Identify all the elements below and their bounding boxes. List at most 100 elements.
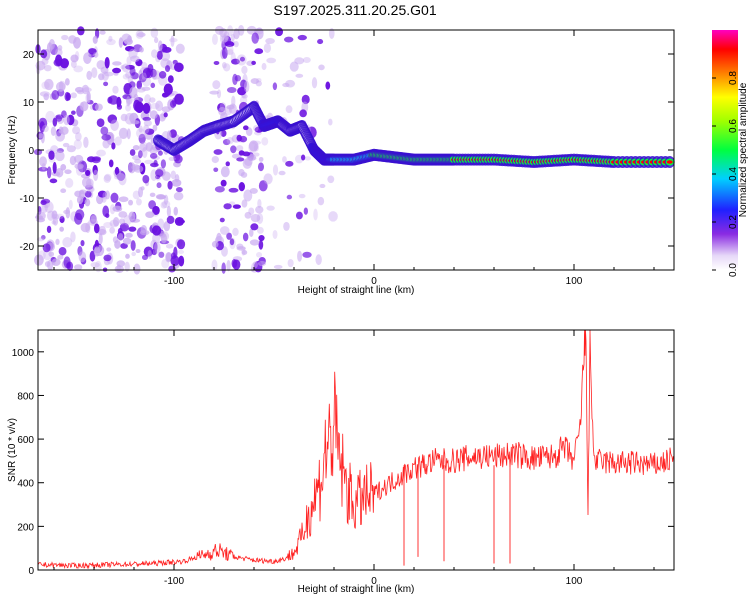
spectrogram-noise-dot <box>285 105 293 114</box>
spectrogram-noise-dot <box>166 130 172 143</box>
spectrogram-noise-dot <box>59 80 66 91</box>
spectrogram-noise-dot <box>214 186 225 193</box>
spectrogram-noise-dot <box>127 162 136 174</box>
spectrogram-noise-dot <box>295 73 304 78</box>
spectrogram-noise-dot <box>150 27 159 38</box>
spectrogram-noise-dot <box>40 200 47 206</box>
spectrogram-noise-dot <box>315 254 322 266</box>
spectrogram-noise-dot <box>48 150 55 160</box>
spectrogram-noise-dot <box>266 205 275 211</box>
spectrogram-noise-dot <box>55 238 60 246</box>
spectrogram-noise-dot <box>120 113 128 122</box>
spectrogram-noise-dot <box>129 149 136 156</box>
spectrogram-noise-dot <box>130 55 140 63</box>
spectrogram-noise-dot <box>65 177 74 188</box>
spectrogram-noise-dot <box>118 37 124 48</box>
spectrogram-noise-dot <box>84 198 91 207</box>
spectrogram-noise-dot <box>175 43 185 54</box>
spectrogram-noise-dot <box>325 81 331 90</box>
spectrogram-noise-dot <box>120 65 126 70</box>
spectrogram-noise-dot <box>119 222 129 232</box>
colorbar-tick-label: 0.8 <box>728 71 739 85</box>
spectrogram-noise-dot <box>46 166 52 179</box>
spectrogram-noise-dot <box>76 195 84 205</box>
spectrogram-noise-dot <box>126 128 131 140</box>
spectrogram-noise-dot <box>221 40 227 50</box>
spectrogram-noise-dot <box>175 187 183 193</box>
spectrogram-noise-dot <box>161 106 171 113</box>
spectrogram-noise-dot <box>60 164 67 171</box>
spectrogram-noise-dot <box>232 73 238 86</box>
spectrogram-noise-dot <box>63 114 70 126</box>
spectrogram-noise-dot <box>93 169 99 182</box>
spectrogram-noise-dot <box>158 251 165 258</box>
spectrogram-noise-dot <box>59 58 69 69</box>
spectrogram-y-tick-label: 10 <box>23 98 35 109</box>
spectrogram-noise-dot <box>131 251 136 257</box>
spectrogram-noise-dot <box>98 233 103 245</box>
spectrogram-noise-dot <box>273 264 283 270</box>
spectrogram-noise-dot <box>80 101 89 112</box>
spectrogram-noise-dot <box>117 233 124 242</box>
colorbar-tick-label: 0.2 <box>728 215 739 229</box>
spectrogram-noise-dot <box>141 254 149 260</box>
spectrogram-noise-dot <box>149 110 158 120</box>
spectrogram-noise-dot <box>130 120 140 125</box>
spectrogram-noise-dot <box>297 250 303 262</box>
spectrogram-noise-dot <box>285 79 296 88</box>
snr-y-label: SNR (10 * v/v) <box>7 418 18 482</box>
spectrogram-noise-dot <box>303 207 308 215</box>
spectrogram-noise-dot <box>311 77 318 89</box>
spectrogram-noise-dot <box>113 216 120 227</box>
snr-y-tick-label: 0 <box>28 566 34 577</box>
spectrogram-noise-dot <box>41 235 46 240</box>
spectrogram-noise-dot <box>151 225 162 236</box>
spectrogram-noise-dot <box>65 92 71 101</box>
spectrogram-noise-dot <box>211 259 218 271</box>
spectrogram-noise-dot <box>211 156 219 164</box>
spectrogram-noise-dot <box>249 239 260 246</box>
spectrogram-noise-dot <box>48 251 55 257</box>
spectrogram-noise-dot <box>318 64 325 71</box>
spectrogram-noise-dot <box>211 33 218 46</box>
spectrogram-noise-dot <box>174 93 184 105</box>
spectrogram-noise-dot <box>169 100 177 108</box>
spectrogram-noise-dot <box>82 87 92 93</box>
spectrogram-noise-dot <box>124 112 135 125</box>
spectrogram-noise-dot <box>238 169 245 177</box>
spectrogram-noise-dot <box>258 234 265 242</box>
spectrogram-noise-dot <box>299 109 307 118</box>
spectrogram-noise-dot <box>243 189 253 202</box>
snr-y-tick-label: 600 <box>17 435 34 446</box>
spectrogram-noise-dot <box>278 170 286 176</box>
spectrogram-noise-dot <box>251 32 259 44</box>
spectrogram-noise-dot <box>118 127 129 140</box>
spectrogram-noise-dot <box>70 54 79 63</box>
spectrogram-noise-dot <box>78 251 87 263</box>
spectrogram-noise-dot <box>283 36 294 43</box>
spectrogram-noise-dot <box>241 250 248 255</box>
spectrogram-noise-dot <box>256 226 264 234</box>
spectrogram-noise-dot <box>249 187 258 194</box>
spectrogram-noise-dot <box>78 189 87 194</box>
spectrogram-noise-dot <box>243 125 249 131</box>
spectrogram-noise-dot <box>230 33 236 41</box>
spectrogram-noise-dot <box>230 145 237 154</box>
spectrogram-noise-dot <box>236 134 242 142</box>
spectrogram-noise-dot <box>76 89 85 95</box>
spectrogram-noise-dot <box>97 228 107 236</box>
spectrogram-noise-dot <box>225 161 230 167</box>
snr-drops <box>403 465 511 566</box>
spectrogram-x-tick-label: 100 <box>566 276 583 287</box>
spectrogram-noise-dot <box>55 150 65 162</box>
spectrogram-noise-dot <box>232 227 239 237</box>
spectrogram-noise-dot <box>61 34 69 41</box>
spectrogram-noise-dot <box>327 175 335 184</box>
spectrogram-noise-dot <box>170 255 180 267</box>
spectrogram-noise-dot <box>158 70 167 79</box>
spectrogram-noise-dot <box>167 180 173 190</box>
spectrogram-noise-dot <box>238 182 246 192</box>
spectrogram-noise-dot <box>45 110 55 123</box>
spectrogram-noise-dot <box>168 265 176 273</box>
snr-y-tick-label: 1000 <box>12 348 35 359</box>
